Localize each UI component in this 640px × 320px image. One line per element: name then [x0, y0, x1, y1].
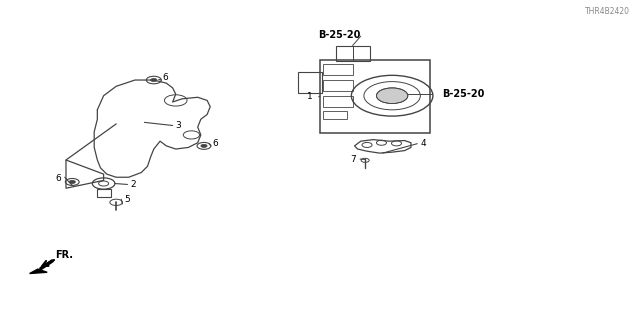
Bar: [336, 45, 370, 60]
Text: 5: 5: [124, 195, 130, 204]
Circle shape: [376, 88, 408, 104]
Bar: [97, 188, 111, 197]
Text: THR4B2420: THR4B2420: [586, 6, 630, 16]
Circle shape: [150, 78, 157, 82]
Text: 2: 2: [131, 180, 136, 189]
Bar: [323, 80, 353, 91]
Bar: [323, 111, 347, 119]
Polygon shape: [29, 269, 47, 274]
Text: 7: 7: [350, 155, 356, 164]
Text: 3: 3: [176, 121, 182, 130]
Text: 6: 6: [56, 174, 61, 183]
Text: B-25-20: B-25-20: [317, 29, 360, 40]
FancyArrowPatch shape: [42, 260, 54, 266]
Circle shape: [69, 180, 76, 184]
Text: 6: 6: [162, 73, 168, 82]
Text: 1: 1: [307, 92, 312, 101]
Bar: [298, 72, 322, 92]
Circle shape: [201, 144, 207, 148]
Text: 4: 4: [420, 139, 426, 148]
Bar: [320, 60, 430, 133]
Text: 6: 6: [212, 139, 218, 148]
Text: B-25-20: B-25-20: [442, 89, 484, 99]
Bar: [323, 96, 353, 107]
Bar: [323, 64, 353, 75]
Text: FR.: FR.: [54, 250, 73, 260]
